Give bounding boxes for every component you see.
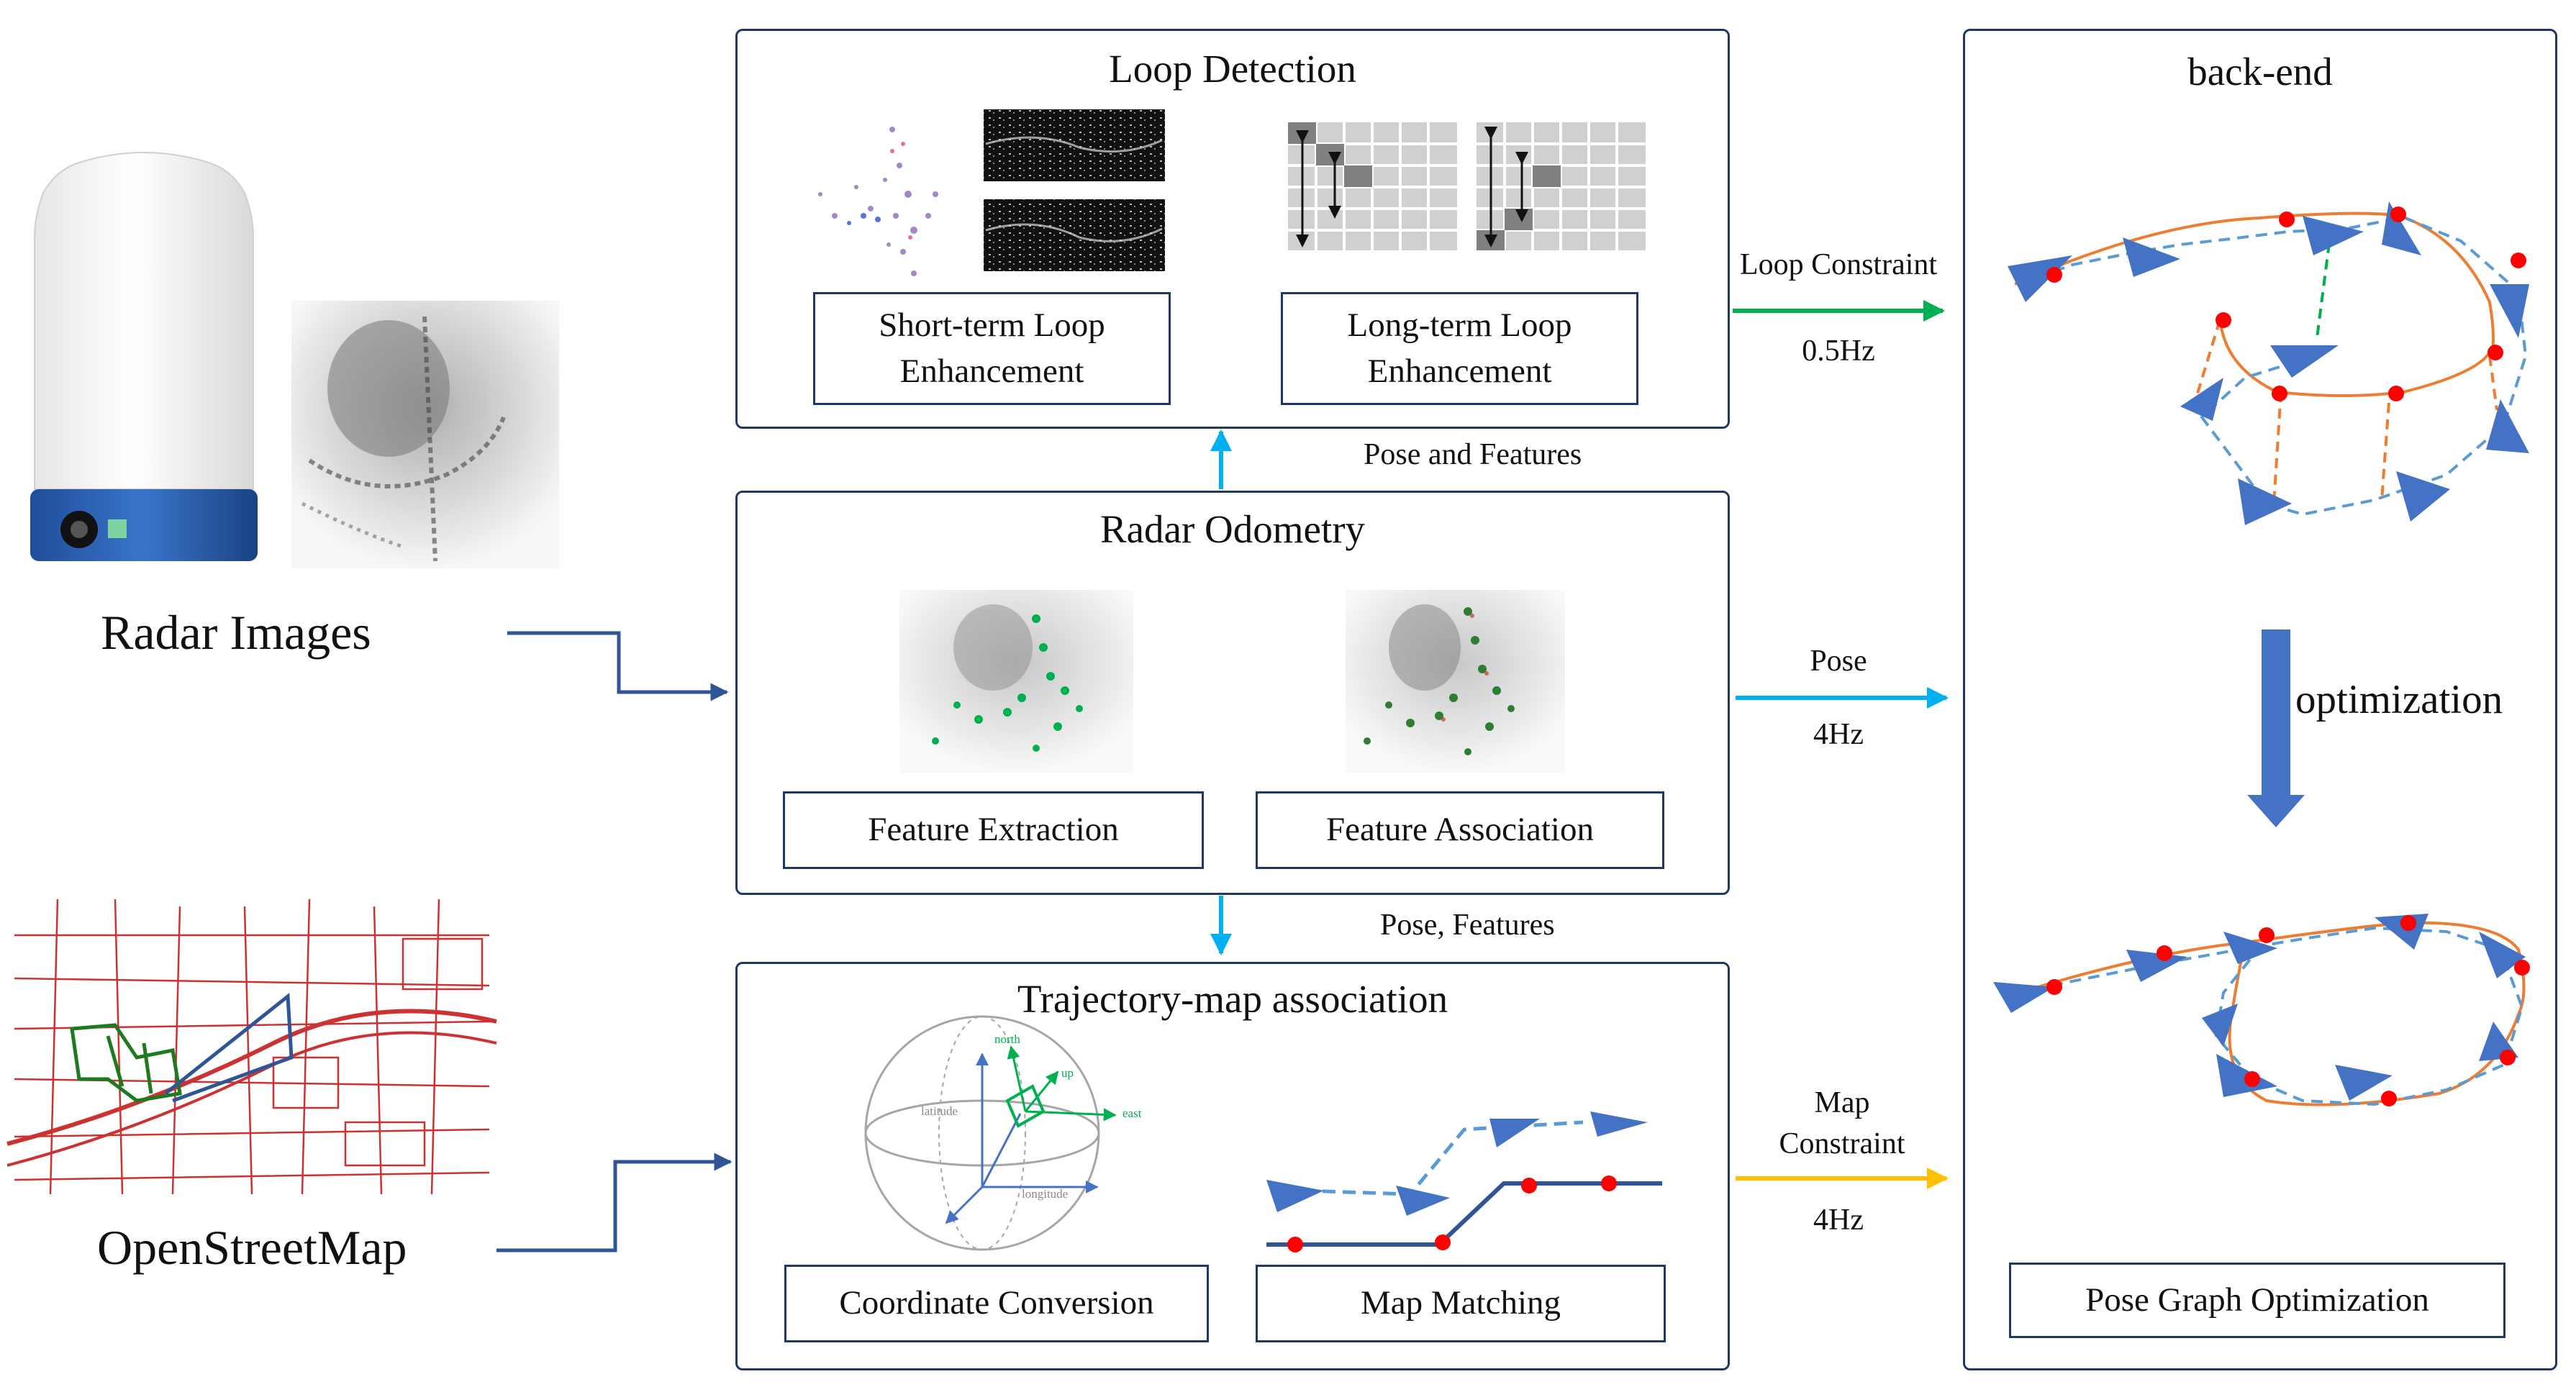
map-rate-label: 4Hz	[1813, 1204, 1864, 1237]
feature-association-box: Feature Association	[1256, 791, 1664, 869]
grid-matrix-2	[1477, 122, 1646, 250]
feature-extraction-box: Feature Extraction	[783, 791, 1204, 869]
loop-detection-panel	[735, 29, 1730, 429]
globe-longitude-label: longitude	[1022, 1187, 1069, 1201]
radar-sensor-image	[30, 151, 258, 561]
loop-constraint-label: Loop Constraint	[1739, 248, 1938, 281]
loop-scatter-image	[818, 127, 938, 276]
optimization-arrow	[2247, 629, 2305, 827]
globe-latitude-label: latitude	[921, 1104, 958, 1118]
short-term-loop-box: Short-term Loop Enhancement	[813, 292, 1171, 405]
globe-image	[864, 1015, 1117, 1251]
osm-map-image	[6, 896, 504, 1198]
radar-odometry-title: Radar Odometry	[1099, 507, 1366, 551]
back-end-title: back-end	[2187, 50, 2333, 94]
feature-association-image	[1346, 590, 1565, 773]
loop-detection-title: Loop Detection	[1109, 47, 1356, 91]
pose-and-features-label: Pose and Features	[1364, 438, 1582, 471]
pose-graph-optimization-box: Pose Graph Optimization	[2009, 1263, 2505, 1338]
scan-context-image-1	[984, 109, 1165, 181]
globe-up-label: up	[1061, 1066, 1074, 1080]
globe-north-label: north	[994, 1032, 1020, 1046]
map-matching-box: Map Matching	[1256, 1265, 1666, 1342]
trajectory-map-title: Trajectory-map association	[1017, 977, 1448, 1021]
coordinate-conversion-box: Coordinate Conversion	[784, 1265, 1209, 1342]
radar-odometry-panel	[735, 491, 1730, 895]
scan-context-image-2	[984, 199, 1165, 271]
feature-extraction-image	[899, 590, 1133, 773]
trajectory-map-panel	[735, 962, 1730, 1370]
pose-label: Pose	[1810, 645, 1867, 678]
back-end-panel	[1963, 29, 2557, 1370]
grid-matrix-1	[1288, 122, 1457, 250]
loop-rate-label: 0.5Hz	[1802, 335, 1875, 368]
radar-to-odometry-arrow	[507, 631, 729, 701]
map-matching-image	[1266, 1111, 1662, 1252]
map-constraint-label: Map Constraint	[1779, 1086, 1905, 1160]
openstreetmap-label: OpenStreetMap	[97, 1220, 407, 1275]
long-term-loop-box: Long-term Loop Enhancement	[1281, 292, 1638, 405]
pose-graph-before	[2008, 201, 2529, 525]
globe-east-label: east	[1123, 1106, 1142, 1120]
pose-rate-label: 4Hz	[1813, 718, 1864, 751]
radar-images-label: Radar Images	[101, 605, 371, 660]
radar-scan-image	[291, 301, 559, 568]
pose-graph-after	[1993, 914, 2530, 1106]
optimization-label: optimization	[2295, 677, 2503, 722]
osm-to-association-arrow	[496, 1152, 733, 1252]
pose-features-label: Pose, Features	[1380, 909, 1555, 942]
